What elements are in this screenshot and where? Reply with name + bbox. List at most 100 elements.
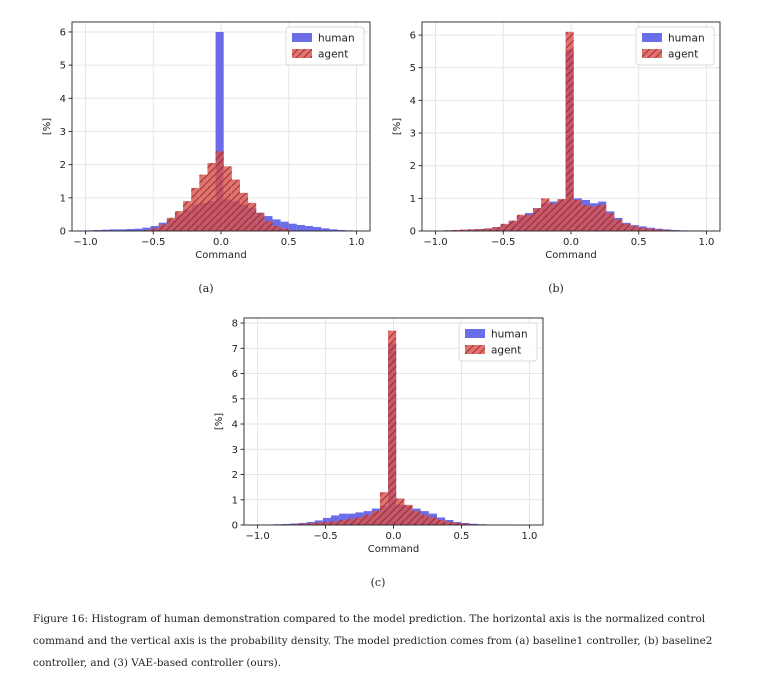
- agent-bar: [500, 223, 509, 231]
- x-tick-label: −0.5: [141, 237, 165, 248]
- y-tick-label: 5: [410, 63, 416, 74]
- agent-bar: [339, 519, 348, 525]
- agent-bar: [264, 221, 273, 231]
- x-tick-label: 1.0: [349, 237, 365, 248]
- agent-bar: [606, 213, 615, 231]
- agent-bar: [646, 228, 655, 231]
- agent-bar: [516, 214, 525, 231]
- x-tick-label: 0.0: [213, 237, 229, 248]
- legend-label-human: human: [491, 329, 528, 341]
- agent-bar: [581, 204, 590, 231]
- y-axis-label: [%]: [214, 413, 225, 430]
- human-bar: [101, 229, 110, 231]
- y-tick-label: 3: [60, 127, 66, 138]
- y-tick-label: 1: [410, 194, 416, 205]
- x-tick-label: 0.5: [281, 237, 297, 248]
- agent-bar: [388, 330, 397, 525]
- human-bar: [109, 229, 119, 231]
- human-bar: [118, 229, 127, 231]
- y-tick-label: 4: [232, 420, 238, 431]
- agent-bar: [461, 523, 470, 525]
- human-bar: [337, 230, 346, 231]
- agent-bar: [492, 227, 501, 231]
- y-tick-label: 6: [60, 27, 66, 38]
- x-tick-label: 0.0: [386, 531, 402, 542]
- agent-bar: [598, 204, 607, 231]
- figure-caption: Figure 16: Histogram of human demonstrat…: [33, 613, 713, 669]
- human-bar: [134, 228, 143, 231]
- agent-bar: [272, 226, 281, 231]
- agent-bar: [476, 229, 485, 231]
- agent-bar: [239, 192, 249, 231]
- histogram-a-svg: −1.0 −0.5 0.0 0.5 1.0 0 1 2 3 4 5 6 Command [%] human a…: [42, 21, 371, 261]
- y-tick-label: 3: [410, 129, 416, 140]
- y-tick-label: 0: [410, 227, 416, 238]
- agent-bar: [199, 174, 208, 231]
- human-bar: [339, 513, 348, 525]
- y-tick-label: 8: [232, 319, 238, 330]
- agent-bar: [459, 229, 469, 231]
- human-bar: [313, 227, 322, 231]
- y-tick-label: 5: [60, 61, 66, 72]
- human-bar: [321, 228, 330, 231]
- agent-bar: [622, 223, 631, 231]
- agent-bar: [158, 224, 167, 231]
- agent-bar: [183, 201, 192, 231]
- agent-bar: [614, 219, 623, 231]
- agent-bar: [306, 523, 315, 525]
- x-tick-label: 1.0: [699, 237, 715, 248]
- human-bar: [304, 226, 314, 231]
- agent-bar: [379, 492, 389, 525]
- histogram-panel-b: −1.0 −0.5 0.0 0.5 1.0 0 1 2 3 4 5 6 Command [%] human a…: [380, 0, 758, 275]
- y-tick-label: 7: [232, 344, 238, 355]
- human-bar: [215, 31, 224, 232]
- x-axis-label: Command: [545, 250, 596, 261]
- y-tick-label: 1: [232, 495, 238, 506]
- human-bar: [329, 229, 338, 231]
- human-bar: [93, 230, 102, 231]
- agent-bar: [420, 514, 429, 525]
- human-bar: [296, 225, 305, 231]
- agent-bar: [404, 504, 413, 525]
- agent-bar: [451, 230, 460, 231]
- y-tick-label: 1: [60, 193, 66, 204]
- y-tick-label: 2: [60, 160, 66, 171]
- human-bar: [322, 517, 331, 525]
- agent-bar: [314, 522, 323, 525]
- agent-bar: [298, 523, 307, 525]
- y-tick-label: 2: [232, 470, 238, 481]
- x-tick-label: −0.5: [491, 237, 515, 248]
- histogram-b-svg: −1.0 −0.5 0.0 0.5 1.0 0 1 2 3 4 5 6 Command [%] human a…: [392, 21, 721, 261]
- y-tick-label: 6: [232, 369, 238, 380]
- agent-bar: [322, 521, 331, 525]
- agent-bar: [347, 518, 356, 525]
- agent-bar: [589, 206, 599, 231]
- y-tick-label: 3: [232, 445, 238, 456]
- histogram-panel-a: −1.0 −0.5 0.0 0.5 1.0 0 1 2 3 4 5 6 Command [%] human a…: [0, 0, 380, 275]
- human-bar: [272, 219, 281, 231]
- legend-label-human: human: [318, 33, 355, 45]
- legend-label-human: human: [668, 33, 705, 45]
- agent-bar: [541, 198, 550, 231]
- x-tick-label: 0.0: [563, 237, 579, 248]
- legend-swatch-human: [292, 33, 312, 42]
- agent-bar: [330, 521, 340, 525]
- y-tick-label: 5: [232, 394, 238, 405]
- x-tick-label: −1.0: [245, 531, 269, 542]
- agent-bar: [231, 179, 240, 231]
- legend-swatch-agent: [465, 345, 485, 354]
- legend-swatch-human: [465, 329, 485, 338]
- panel-label-b: (b): [548, 282, 564, 295]
- agent-bar: [663, 230, 672, 231]
- agent-bar: [150, 228, 159, 231]
- y-tick-label: 2: [410, 161, 416, 172]
- panel-label-a: (a): [198, 282, 214, 295]
- legend-swatch-agent: [642, 49, 662, 58]
- x-axis-label: Command: [195, 250, 246, 261]
- panel-label-c: (c): [370, 576, 386, 589]
- agent-bar: [174, 211, 184, 231]
- agent-bar: [453, 522, 462, 525]
- agent-bar: [142, 230, 151, 231]
- y-axis-label: [%]: [42, 118, 53, 135]
- agent-bar: [484, 228, 493, 231]
